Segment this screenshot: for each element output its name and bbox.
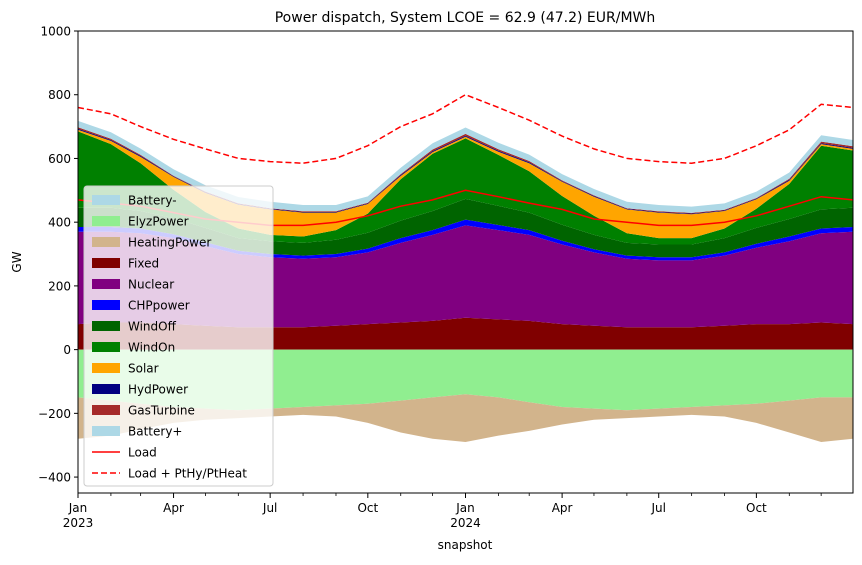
legend-swatch-windon xyxy=(92,342,120,352)
x-tick-label: Oct xyxy=(357,501,378,515)
y-tick-label: 1000 xyxy=(40,25,71,39)
legend-swatch-hydpower xyxy=(92,384,120,394)
y-axis-label: GW xyxy=(10,251,24,272)
x-tick-year-label: 2023 xyxy=(63,516,94,530)
legend-label-battery: Battery- xyxy=(128,194,177,208)
legend-swatch-elyzpower xyxy=(92,216,120,226)
legend-swatch-windoff xyxy=(92,321,120,331)
legend: Battery- ElyzPower HeatingPower Fixed Nuclea… xyxy=(83,185,274,487)
y-tick-label: 600 xyxy=(48,152,71,166)
legend-label-gasturbine: GasTurbine xyxy=(128,404,195,418)
y-tick-label: −400 xyxy=(38,471,71,485)
legend-label-load: Load xyxy=(128,446,157,460)
legend-label-load-pthy-ptheat: Load + PtHy/PtHeat xyxy=(128,467,247,481)
legend-label-nuclear: Nuclear xyxy=(128,278,174,292)
legend-label-chppower: CHPpower xyxy=(128,299,190,313)
legend-label-windoff: WindOff xyxy=(128,320,177,334)
x-tick-label: Jul xyxy=(262,501,277,515)
x-tick-label: Oct xyxy=(746,501,767,515)
x-tick-year-label: 2024 xyxy=(450,516,481,530)
legend-label-fixed: Fixed xyxy=(128,257,159,271)
legend-box xyxy=(83,185,274,487)
legend-label-heatingpower: HeatingPower xyxy=(128,236,211,250)
legend-swatch-gasturbine xyxy=(92,405,120,415)
legend-swatch-solar xyxy=(92,363,120,373)
legend-swatch-fixed xyxy=(92,258,120,268)
y-tick-label: 400 xyxy=(48,216,71,230)
chart-title: Power dispatch, System LCOE = 62.9 (47.2… xyxy=(275,10,656,26)
legend-label-battery: Battery+ xyxy=(128,425,182,439)
x-tick-label: Jan xyxy=(68,501,88,515)
x-tick-label: Apr xyxy=(163,501,184,515)
legend-label-windon: WindOn xyxy=(128,341,175,355)
y-tick-label: 0 xyxy=(63,343,71,357)
legend-label-elyzpower: ElyzPower xyxy=(128,215,189,229)
legend-label-hydpower: HydPower xyxy=(128,383,188,397)
legend-label-solar: Solar xyxy=(128,362,159,376)
area-heatingpower xyxy=(78,394,853,442)
legend-swatch-nuclear xyxy=(92,279,120,289)
y-tick-label: 200 xyxy=(48,279,71,293)
area-windon xyxy=(78,131,853,245)
legend-swatch-battery xyxy=(92,426,120,436)
x-tick-label: Apr xyxy=(552,501,573,515)
legend-swatch-heatingpower xyxy=(92,237,120,247)
legend-swatch-chppower xyxy=(92,300,120,310)
legend-swatch-battery xyxy=(92,195,120,205)
y-tick-label: −200 xyxy=(38,407,71,421)
x-tick-label: Jul xyxy=(650,501,665,515)
x-tick-label: Jan xyxy=(455,501,475,515)
x-axis-label: snapshot xyxy=(438,538,493,552)
y-tick-label: 800 xyxy=(48,88,71,102)
